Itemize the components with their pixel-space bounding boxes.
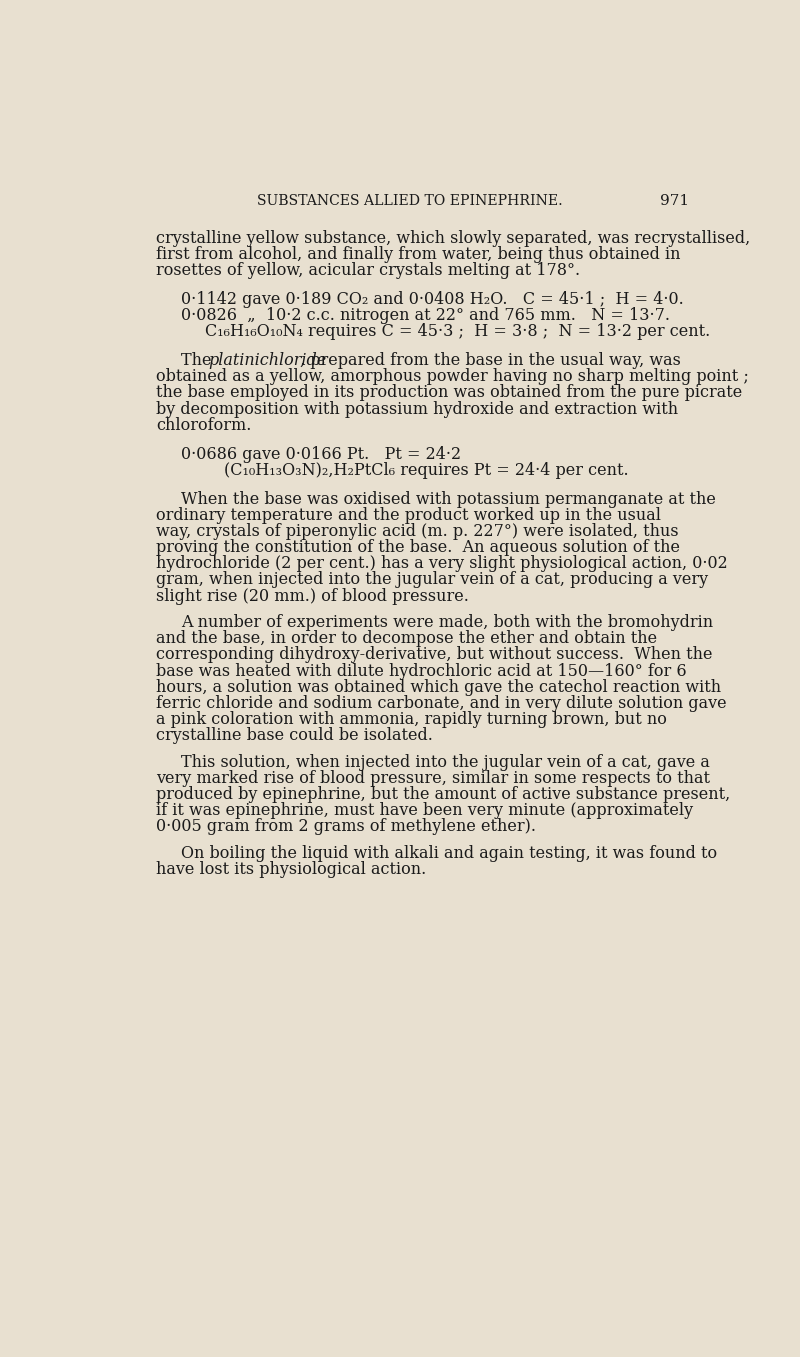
Text: proving the constitution of the base.  An aqueous solution of the: proving the constitution of the base. An… (156, 539, 680, 556)
Text: slight rise (20 mm.) of blood pressure.: slight rise (20 mm.) of blood pressure. (156, 588, 469, 605)
Text: crystalline yellow substance, which slowly separated, was recrystallised,: crystalline yellow substance, which slow… (156, 229, 750, 247)
Text: SUBSTANCES ALLIED TO EPINEPHRINE.: SUBSTANCES ALLIED TO EPINEPHRINE. (257, 194, 563, 208)
Text: gram, when injected into the jugular vein of a cat, producing a very: gram, when injected into the jugular vei… (156, 571, 708, 589)
Text: C₁₆H₁₆O₁₀N₄ requires C = 45·3 ;  H = 3·8 ;  N = 13·2 per cent.: C₁₆H₁₆O₁₀N₄ requires C = 45·3 ; H = 3·8 … (206, 323, 710, 341)
Text: corresponding dihydroxy-derivative, but without success.  When the: corresponding dihydroxy-derivative, but … (156, 646, 712, 664)
Text: have lost its physiological action.: have lost its physiological action. (156, 860, 426, 878)
Text: , prepared from the base in the usual way, was: , prepared from the base in the usual wa… (300, 351, 681, 369)
Text: 0·1142 gave 0·189 CO₂ and 0·0408 H₂O.   C = 45·1 ;  H = 4·0.: 0·1142 gave 0·189 CO₂ and 0·0408 H₂O. C … (181, 290, 683, 308)
Text: (C₁₀H₁₃O₃N)₂,H₂PtCl₆ requires Pt = 24·4 per cent.: (C₁₀H₁₃O₃N)₂,H₂PtCl₆ requires Pt = 24·4 … (224, 461, 629, 479)
Text: hydrochloride (2 per cent.) has a very slight physiological action, 0·02: hydrochloride (2 per cent.) has a very s… (156, 555, 727, 573)
Text: A number of experiments were made, both with the bromohydrin: A number of experiments were made, both … (181, 613, 713, 631)
Text: and the base, in order to decompose the ether and obtain the: and the base, in order to decompose the … (156, 630, 657, 647)
Text: the base employed in its production was obtained from the pure picrate: the base employed in its production was … (156, 384, 742, 402)
Text: 971: 971 (660, 194, 689, 208)
Text: way, crystals of piperonylic acid (m. p. 227°) were isolated, thus: way, crystals of piperonylic acid (m. p.… (156, 522, 678, 540)
Text: The: The (181, 351, 216, 369)
Text: obtained as a yellow, amorphous powder having no sharp melting point ;: obtained as a yellow, amorphous powder h… (156, 368, 749, 385)
Text: very marked rise of blood pressure, similar in some respects to that: very marked rise of blood pressure, simi… (156, 769, 710, 787)
Text: produced by epinephrine, but the amount of active substance present,: produced by epinephrine, but the amount … (156, 786, 730, 803)
Text: rosettes of yellow, acicular crystals melting at 178°.: rosettes of yellow, acicular crystals me… (156, 262, 580, 280)
Text: crystalline base could be isolated.: crystalline base could be isolated. (156, 727, 433, 744)
Text: ordinary temperature and the product worked up in the usual: ordinary temperature and the product wor… (156, 506, 661, 524)
Text: On boiling the liquid with alkali and again testing, it was found to: On boiling the liquid with alkali and ag… (181, 844, 717, 862)
Text: 0·0686 gave 0·0166 Pt.   Pt = 24·2: 0·0686 gave 0·0166 Pt. Pt = 24·2 (181, 445, 461, 463)
Text: if it was epinephrine, must have been very minute (approximately: if it was epinephrine, must have been ve… (156, 802, 693, 820)
Text: 0·0826  „  10·2 c.c. nitrogen at 22° and 765 mm.   N = 13·7.: 0·0826 „ 10·2 c.c. nitrogen at 22° and 7… (181, 307, 670, 324)
Text: hours, a solution was obtained which gave the catechol reaction with: hours, a solution was obtained which gav… (156, 678, 721, 696)
Text: This solution, when injected into the jugular vein of a cat, gave a: This solution, when injected into the ju… (181, 753, 710, 771)
Text: 0·005 gram from 2 grams of methylene ether).: 0·005 gram from 2 grams of methylene eth… (156, 818, 536, 836)
Text: by decomposition with potassium hydroxide and extraction with: by decomposition with potassium hydroxid… (156, 400, 678, 418)
Text: base was heated with dilute hydrochloric acid at 150—160° for 6: base was heated with dilute hydrochloric… (156, 662, 686, 680)
Text: ferric chloride and sodium carbonate, and in very dilute solution gave: ferric chloride and sodium carbonate, an… (156, 695, 726, 712)
Text: When the base was oxidised with potassium permanganate at the: When the base was oxidised with potassiu… (181, 490, 715, 508)
Text: platinichloride: platinichloride (208, 351, 326, 369)
Text: a pink coloration with ammonia, rapidly turning brown, but no: a pink coloration with ammonia, rapidly … (156, 711, 666, 729)
Text: first from alcohol, and finally from water, being thus obtained in: first from alcohol, and finally from wat… (156, 246, 680, 263)
Text: chloroform.: chloroform. (156, 417, 251, 434)
